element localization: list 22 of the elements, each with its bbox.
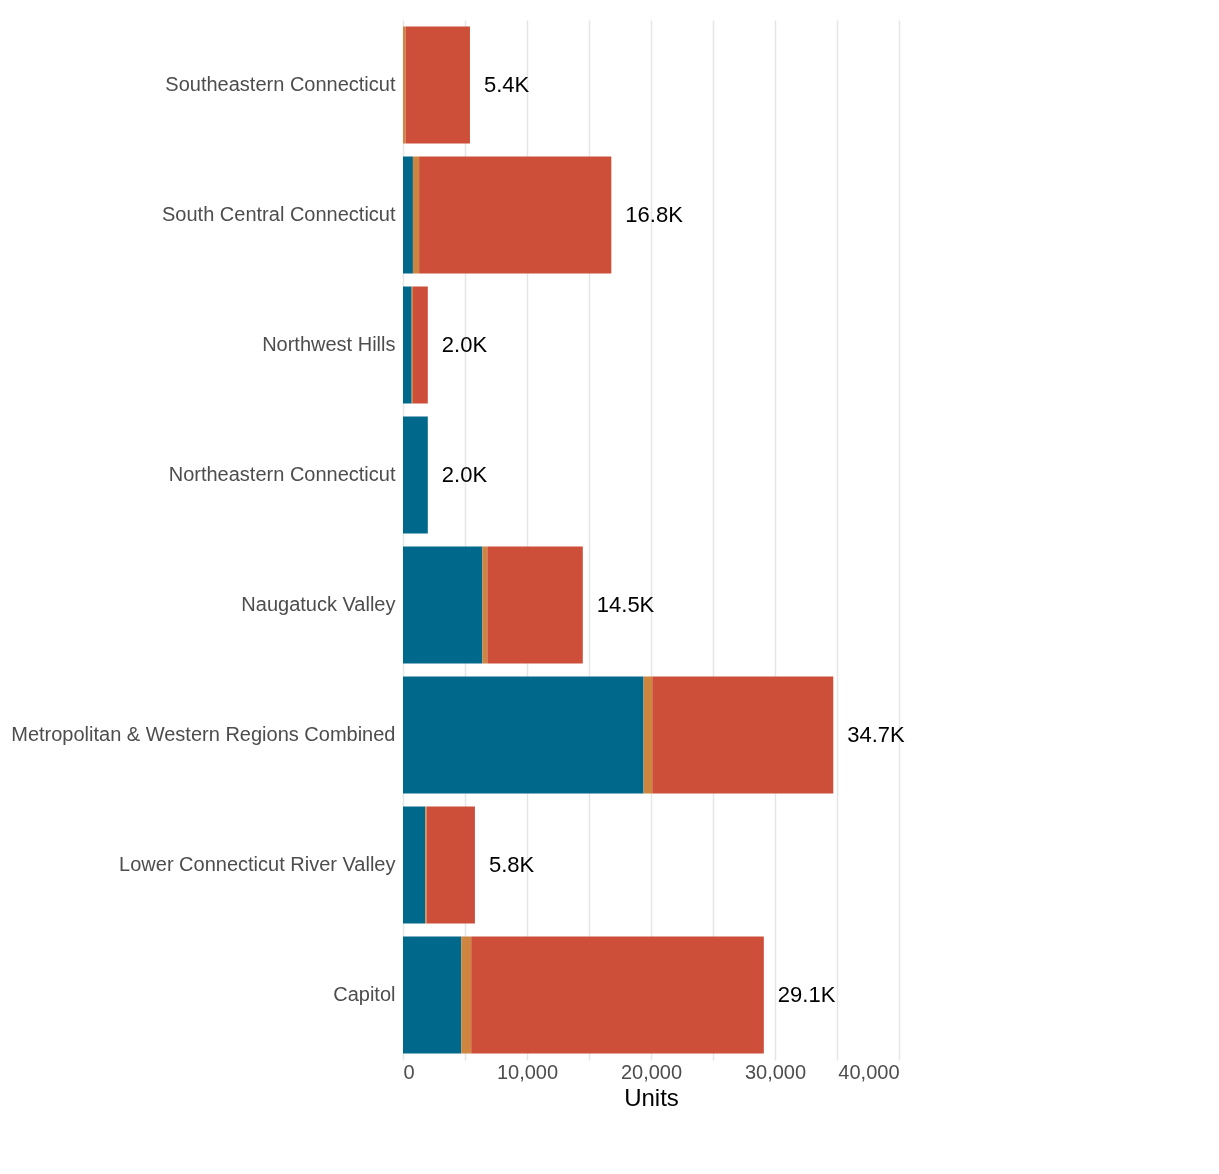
total-label: 29.1K (777, 982, 836, 1007)
y-tick-label: Capitol (333, 983, 396, 1005)
total-label: 2.0K (441, 462, 488, 487)
total-label: 14.5K (596, 592, 655, 617)
total-label: 5.8K (488, 852, 535, 877)
y-tick-label: South Central Connecticut (162, 203, 396, 225)
total-label: 16.8K (625, 202, 684, 227)
total-label: 34.7K (847, 722, 906, 747)
x-tick-label: 30,000 (744, 1060, 807, 1083)
total-label: 2.0K (441, 332, 488, 357)
x-tick-label: 10,000 (496, 1060, 559, 1083)
y-tick-label: Lower Connecticut River Valley (119, 853, 396, 875)
y-tick-label: Northeastern Connecticut (168, 463, 396, 485)
x-tick-label: 40,000 (838, 1060, 900, 1083)
x-axis-title: Units (624, 1083, 679, 1111)
total-label: 5.4K (483, 72, 530, 97)
y-tick-label: Metropolitan & Western Regions Combined (11, 723, 396, 745)
x-tick-label: 20,000 (620, 1060, 683, 1083)
x-tick-label: 0 (403, 1060, 415, 1083)
y-tick-label: Southeastern Connecticut (165, 73, 396, 95)
y-tick-label: Northwest Hills (262, 333, 396, 355)
y-tick-label: Naugatuck Valley (241, 593, 396, 615)
